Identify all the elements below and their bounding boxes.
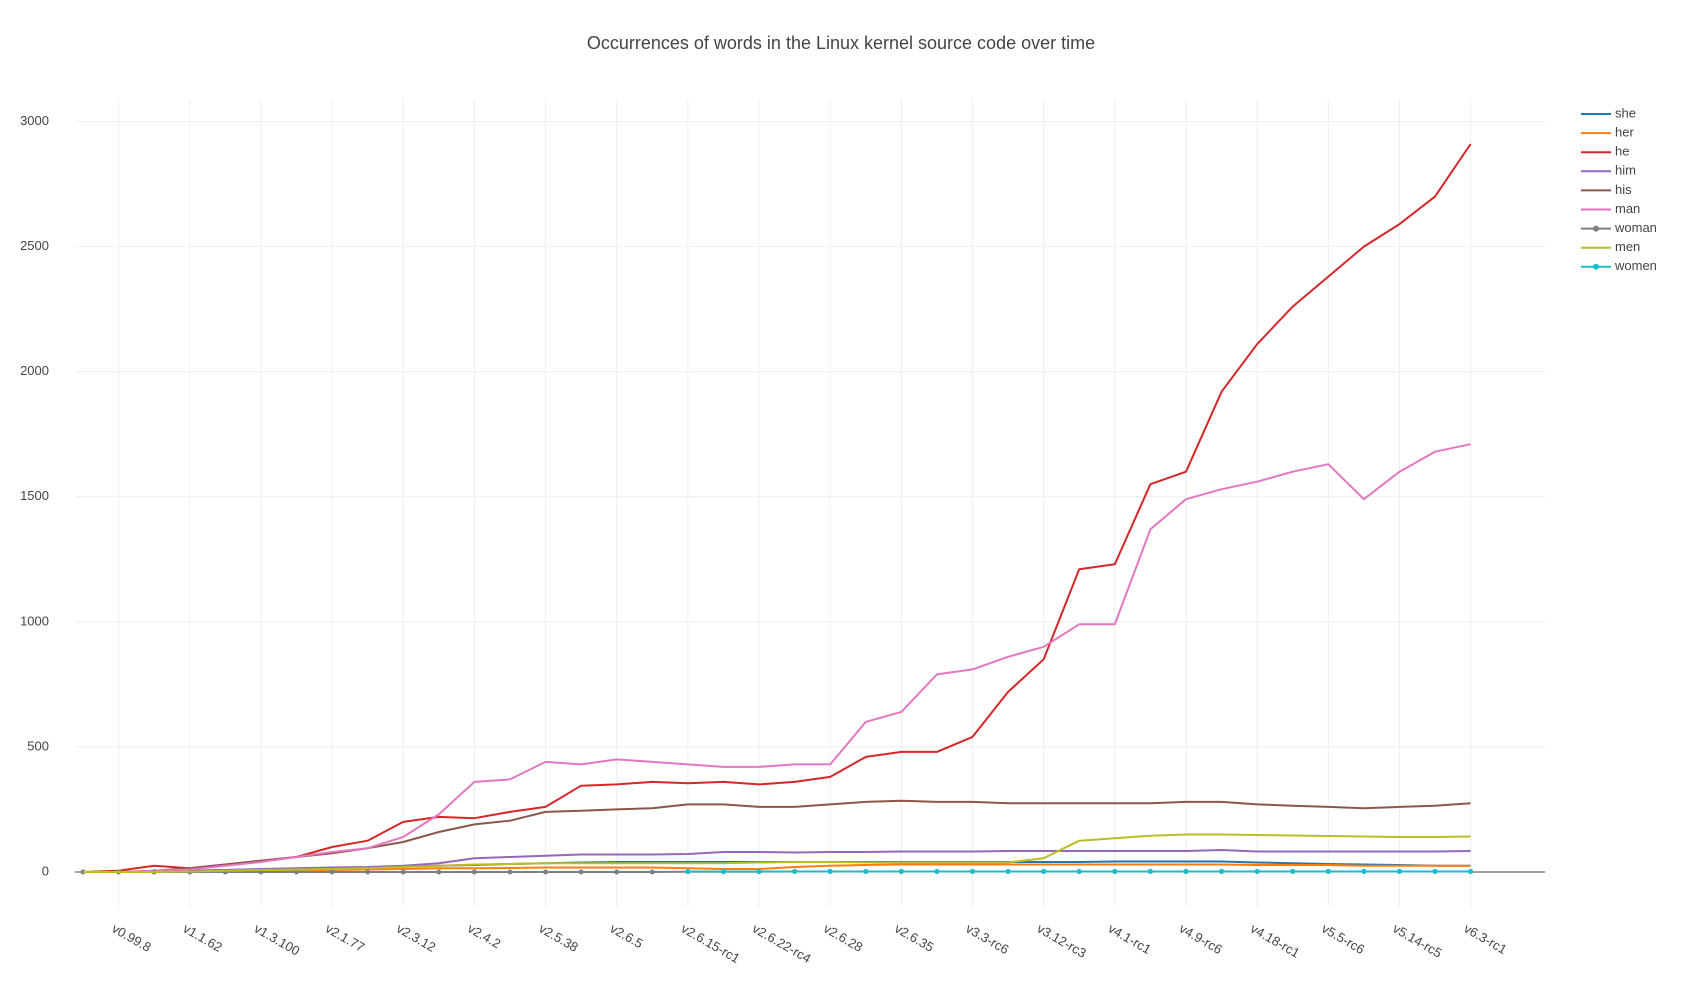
legend-label: woman — [1614, 220, 1657, 235]
series-marker — [1396, 868, 1402, 874]
series-marker — [685, 868, 691, 874]
series-marker — [898, 868, 904, 874]
legend-marker — [1593, 225, 1599, 232]
legend-label: his — [1615, 182, 1632, 197]
series-marker — [614, 869, 620, 875]
x-tick-label: v2.6.5 — [607, 921, 645, 952]
x-tick-label: v2.5.38 — [536, 921, 580, 955]
series-marker — [543, 869, 549, 875]
x-tick-label: v0.99.8 — [109, 921, 153, 955]
series-marker — [578, 869, 584, 875]
series-marker — [1254, 868, 1260, 874]
series-marker — [1325, 868, 1331, 874]
legend-label: she — [1615, 105, 1636, 120]
legend-label: man — [1615, 201, 1640, 216]
x-tick-label: v2.3.12 — [394, 921, 438, 955]
x-tick-label: v4.9-rc6 — [1177, 921, 1225, 957]
x-tick-label: v4.18-rc1 — [1248, 921, 1302, 961]
y-tick-label: 1500 — [20, 488, 49, 503]
x-tick-label: v2.6.22-rc4 — [750, 921, 814, 967]
y-tick-label: 2000 — [20, 363, 49, 378]
series-marker — [365, 869, 371, 875]
series-marker — [293, 869, 299, 875]
legend-label: men — [1615, 239, 1640, 254]
legend-label: him — [1615, 163, 1636, 178]
series-marker — [756, 868, 762, 874]
legend-marker — [1593, 263, 1599, 270]
x-tick-label: v1.1.62 — [181, 921, 225, 955]
y-tick-label: 0 — [42, 863, 49, 878]
series-marker — [649, 869, 655, 875]
series-marker — [792, 868, 798, 874]
x-tick-label: v2.6.28 — [821, 921, 865, 955]
chart-title: Occurrences of words in the Linux kernel… — [587, 33, 1095, 53]
series-marker — [1005, 868, 1011, 874]
series-marker — [863, 868, 869, 874]
x-tick-label: v6.3-rc1 — [1461, 921, 1509, 957]
series-marker — [1112, 868, 1118, 874]
series-marker — [1432, 868, 1438, 874]
series-marker — [1468, 868, 1474, 874]
series-marker — [934, 868, 940, 874]
x-tick-label: v5.14-rc5 — [1390, 921, 1444, 961]
series-line — [83, 443, 1471, 873]
y-tick-label: 3000 — [20, 113, 49, 128]
x-tick-label: v4.1-rc1 — [1106, 921, 1154, 957]
y-tick-label: 1000 — [20, 613, 49, 628]
series-line — [83, 833, 1471, 873]
series-marker — [1219, 868, 1225, 874]
series-marker — [471, 869, 477, 875]
series-marker — [1183, 868, 1189, 874]
series-marker — [1147, 868, 1153, 874]
x-tick-label: v3.3-rc6 — [963, 921, 1011, 957]
x-tick-label: v2.6.15-rc1 — [679, 921, 743, 967]
series-marker — [970, 868, 975, 874]
series-marker — [507, 869, 513, 875]
series-marker — [1041, 868, 1047, 874]
series-marker — [436, 869, 442, 875]
x-tick-label: v2.6.35 — [892, 921, 936, 955]
x-tick-label: v5.5-rc6 — [1319, 921, 1367, 957]
series-marker — [1076, 868, 1082, 874]
x-tick-label: v3.12-rc3 — [1034, 921, 1088, 961]
series-marker — [1361, 868, 1367, 874]
series-marker — [827, 868, 833, 874]
legend-label: he — [1615, 144, 1629, 159]
series-marker — [400, 869, 406, 875]
series-marker — [329, 869, 335, 875]
series-line — [83, 849, 1471, 873]
series-marker — [720, 868, 726, 874]
series-line — [82, 143, 1472, 873]
y-tick-label: 500 — [27, 738, 49, 753]
x-tick-label: v1.3.100 — [252, 921, 303, 959]
legend-label: women — [1614, 258, 1657, 273]
x-tick-label: v2.4.2 — [465, 921, 503, 952]
series-marker — [1290, 868, 1296, 874]
y-tick-label: 2500 — [20, 238, 49, 253]
legend-label: her — [1615, 125, 1634, 140]
x-tick-label: v2.1.77 — [323, 921, 367, 955]
